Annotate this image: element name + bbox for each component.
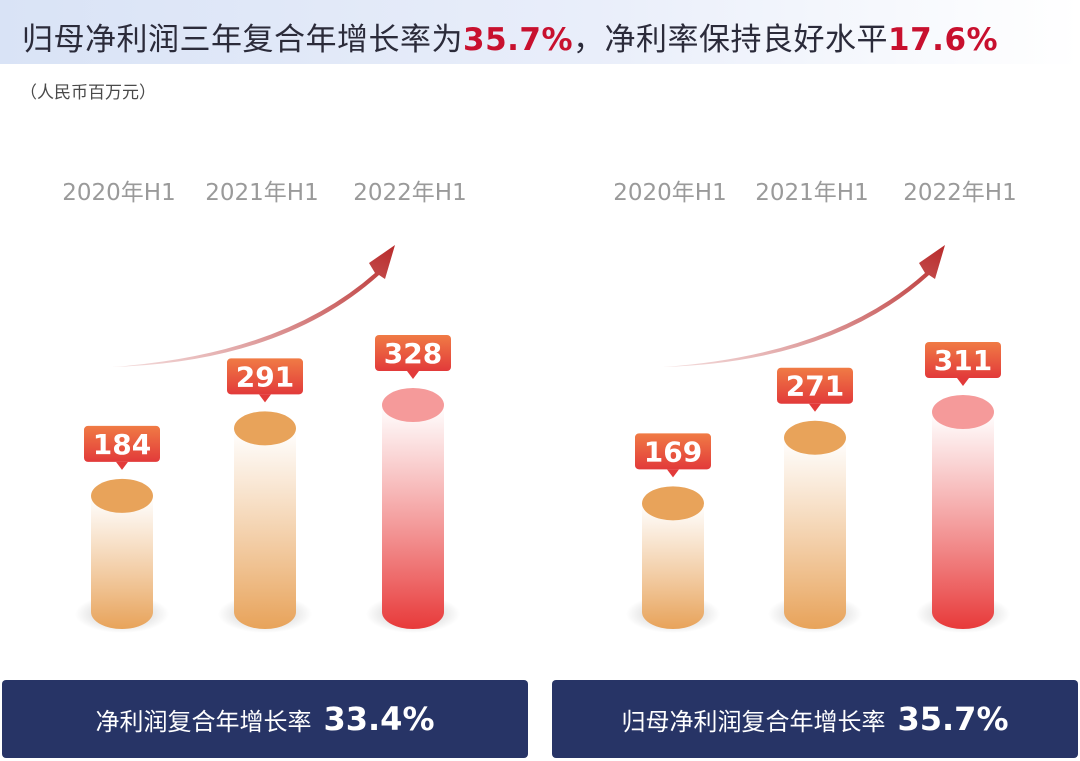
label-box-pointer (259, 394, 271, 403)
footer-attributable-cagr: 归母净利润复合年增长率 35.7% (552, 680, 1078, 758)
bar (382, 405, 444, 629)
bar-top-cap (642, 486, 704, 521)
bar-top-cap (784, 420, 846, 455)
value-label: 271 (786, 370, 844, 403)
label-box-bg (84, 425, 160, 462)
title-text-2: ，净利率保持良好水平 (573, 22, 889, 58)
value-label-box (84, 425, 160, 470)
bar (234, 428, 296, 629)
category-label: 2020年H1 (613, 180, 726, 206)
footer-label: 净利润复合年增长率 (95, 707, 312, 736)
bar (932, 412, 994, 629)
label-box-pointer (957, 378, 969, 386)
category-label: 2020年H1 (62, 180, 175, 206)
bar (91, 495, 153, 629)
category-label: 2022年H1 (903, 180, 1016, 206)
title-text-1: 归母净利润三年复合年增长率为 (22, 22, 463, 58)
value-label: 169 (644, 435, 702, 468)
bar-top-cap (234, 411, 296, 446)
category-label: 2022年H1 (353, 180, 466, 206)
label-box-bg (375, 335, 451, 371)
label-box-pointer (667, 469, 679, 478)
label-box-bg (227, 358, 303, 395)
label-box-bg (777, 367, 853, 404)
title-highlight-1: 35.7% (463, 22, 574, 58)
value-label-box (227, 358, 303, 403)
title-banner (0, 0, 1080, 64)
label-box-bg (635, 433, 711, 470)
value-label-box (635, 433, 711, 478)
category-label: 2021年H1 (755, 180, 868, 206)
footer-value: 35.7% (897, 700, 1009, 738)
value-label: 291 (236, 360, 294, 393)
value-label: 311 (934, 344, 992, 377)
category-label: 2021年H1 (205, 180, 318, 206)
footer-label: 归母净利润复合年增长率 (621, 707, 886, 736)
value-label: 328 (384, 337, 442, 370)
bar (642, 503, 704, 629)
label-box-pointer (116, 461, 128, 470)
label-box-pointer (809, 403, 821, 412)
net-profit-chart: 2020年H1 2021年H1 2022年H1 184 291 328 (62, 180, 467, 633)
attributable-net-profit-chart: 2020年H1 2021年H1 2022年H1 169 271 311 (613, 180, 1017, 633)
label-box-pointer (407, 371, 419, 379)
value-label-box (375, 335, 451, 379)
growth-arrow (663, 245, 945, 367)
bar-top-cap (91, 478, 153, 513)
label-box-bg (925, 342, 1001, 378)
bar-top-cap (932, 395, 994, 429)
footer-value: 33.4% (323, 700, 435, 738)
bar-top-cap (382, 388, 444, 422)
value-label: 184 (93, 428, 151, 461)
footer-net-profit-cagr: 净利润复合年增长率 33.4% (2, 680, 528, 758)
title-highlight-2: 17.6% (888, 22, 999, 58)
growth-arrow (112, 245, 395, 367)
bar (784, 437, 846, 629)
page-title: 归母净利润三年复合年增长率为35.7%，净利率保持良好水平17.6% (22, 14, 998, 59)
value-label-box (925, 342, 1001, 386)
unit-label: （人民币百万元） (20, 83, 156, 103)
value-label-box (777, 367, 853, 412)
